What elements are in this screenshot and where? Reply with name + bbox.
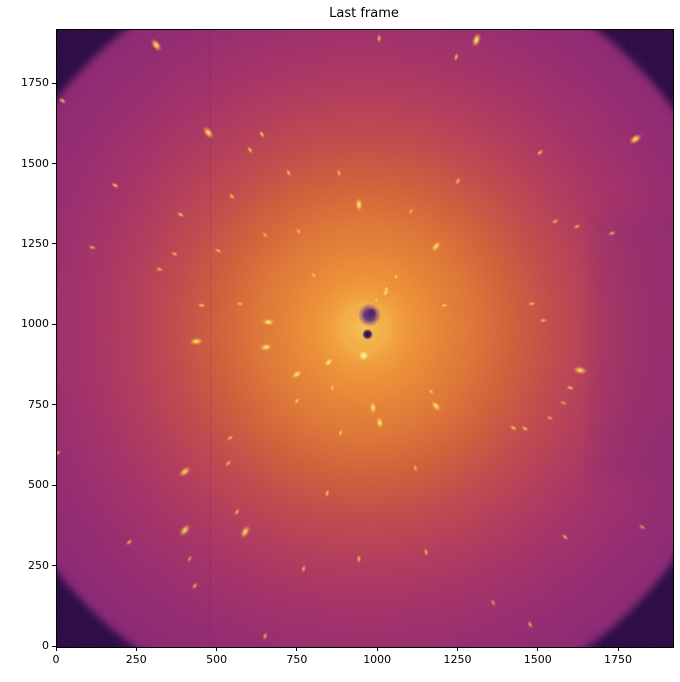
y-tick-label: 1750 — [21, 76, 49, 89]
x-tick-mark — [296, 647, 298, 651]
plot-area — [56, 29, 674, 648]
x-tick-label: 500 — [206, 653, 228, 666]
y-tick-label: 0 — [42, 639, 49, 652]
x-tick-label: 250 — [125, 653, 147, 666]
y-tick-mark — [52, 565, 56, 567]
x-tick-mark — [617, 647, 619, 651]
detector-image — [57, 30, 673, 647]
x-tick-mark — [216, 647, 218, 651]
x-tick-label: 1000 — [363, 653, 392, 666]
y-tick-label: 1250 — [21, 236, 49, 250]
x-tick-label: 1500 — [523, 653, 552, 666]
x-tick-mark — [55, 647, 57, 651]
x-tick-mark — [135, 647, 137, 651]
y-tick-label: 1500 — [21, 156, 49, 170]
y-tick-mark — [52, 645, 56, 647]
y-tick-mark — [52, 404, 56, 406]
y-tick-label: 500 — [28, 478, 49, 492]
x-tick-label: 0 — [52, 653, 60, 666]
y-tick-mark — [52, 484, 56, 486]
y-tick-label: 250 — [28, 558, 49, 572]
y-tick-mark — [52, 323, 56, 325]
y-tick-label: 1000 — [21, 317, 49, 331]
y-tick-mark — [52, 163, 56, 164]
x-tick-label: 1750 — [604, 653, 632, 666]
noise-layer — [57, 30, 673, 647]
plot-title: Last frame — [329, 6, 399, 21]
y-tick-mark — [52, 82, 56, 84]
y-tick-label: 750 — [28, 397, 49, 411]
y-tick-mark — [52, 243, 56, 245]
x-tick-label: 1250 — [443, 653, 472, 666]
x-tick-mark — [537, 647, 539, 651]
x-tick-mark — [376, 647, 378, 651]
x-tick-mark — [457, 647, 458, 651]
x-tick-label: 750 — [286, 653, 308, 666]
